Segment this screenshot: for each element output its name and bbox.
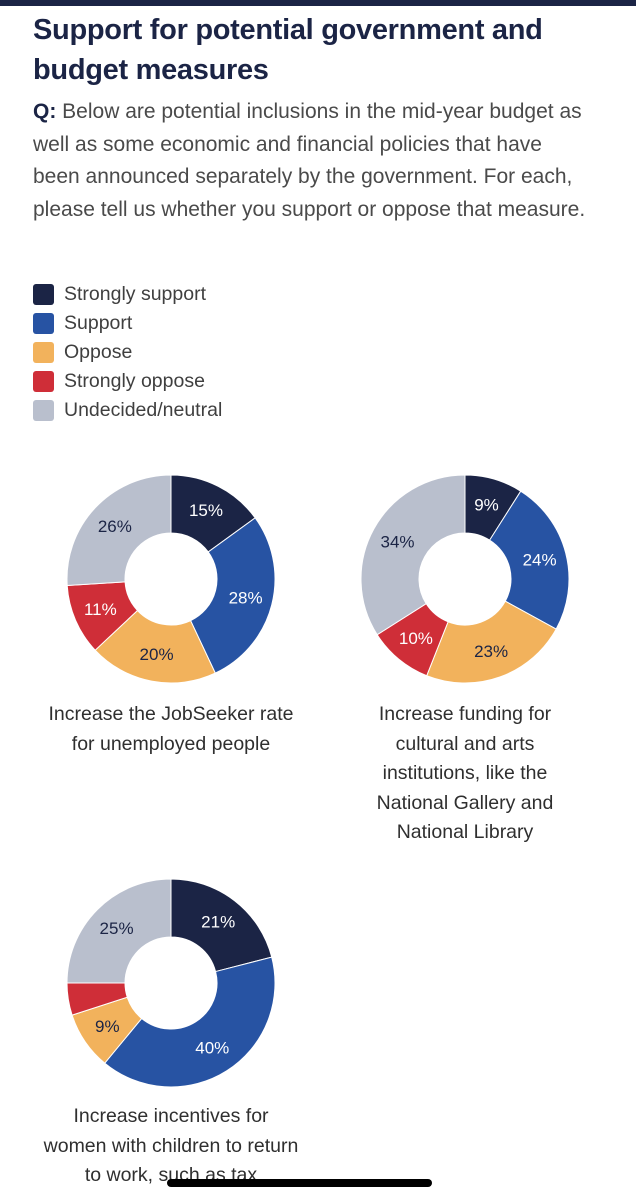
- legend-swatch: [33, 371, 54, 392]
- chart-caption-arts-funding: Increase funding for cultural and arts i…: [376, 703, 554, 843]
- donut-slice-label: 26%: [98, 517, 132, 536]
- donut-slice-label: 20%: [140, 645, 174, 664]
- donut-slice-label: 25%: [100, 919, 134, 938]
- donut-svg: 9% 24% 23% 10% 34%: [360, 474, 570, 684]
- legend-label: Strongly oppose: [64, 370, 205, 392]
- chart-caption-women-incentives: Increase incentives for women with child…: [43, 1105, 299, 1186]
- legend-item-strongly-oppose: Strongly oppose: [33, 367, 222, 396]
- donut-slice-oppose: [426, 600, 557, 684]
- legend-item-undecided-neutral: Undecided/neutral: [33, 396, 222, 425]
- question-prefix: Q:: [33, 100, 57, 123]
- donut-slice-support: [104, 956, 276, 1088]
- donut-slice-undecided-neutral: [360, 474, 466, 636]
- donut-slice-label: 21%: [201, 913, 235, 932]
- donut-slice-support: [189, 517, 276, 674]
- question-text: Q: Below are potential inclusions in the…: [33, 96, 593, 226]
- page-title: Support for potential government and bud…: [33, 14, 543, 86]
- top-accent-bar: [0, 0, 636, 6]
- donut-slice-undecided-neutral: [66, 878, 172, 984]
- donut-slice-strongly-support: [170, 878, 273, 973]
- legend-swatch: [33, 400, 54, 421]
- legend-swatch: [33, 313, 54, 334]
- donut-slice-label: 28%: [229, 589, 263, 608]
- legend-swatch: [33, 342, 54, 363]
- donut-slice-label: 9%: [95, 1017, 120, 1036]
- question-body: Below are potential inclusions in the mi…: [33, 100, 586, 221]
- legend-item-support: Support: [33, 309, 222, 338]
- legend-item-oppose: Oppose: [33, 338, 222, 367]
- donut-chart-jobseeker: 15% 28% 20% 11% 26%: [66, 474, 276, 684]
- donut-slice-label: 11%: [84, 600, 117, 619]
- donut-slice-oppose: [94, 609, 216, 684]
- donut-slice-label: 24%: [523, 550, 557, 569]
- donut-chart-women-incentives: 21% 40% 9% 25%: [66, 878, 276, 1088]
- legend-label: Undecided/neutral: [64, 399, 223, 421]
- legend-swatch: [33, 284, 54, 305]
- legend-label: Support: [64, 312, 133, 334]
- home-indicator[interactable]: [167, 1179, 432, 1187]
- legend-label: Strongly support: [64, 283, 206, 305]
- donut-svg: 15% 28% 20% 11% 26%: [66, 474, 276, 684]
- donut-slice-label: 23%: [474, 642, 508, 661]
- donut-slice-label: 10%: [399, 629, 433, 648]
- donut-slice-undecided-neutral: [66, 474, 172, 587]
- donut-slice-label: 9%: [474, 496, 499, 515]
- donut-slice-support: [488, 490, 570, 630]
- donut-chart-arts-funding: 9% 24% 23% 10% 34%: [360, 474, 570, 684]
- legend-item-strongly-support: Strongly support: [33, 280, 222, 309]
- chart-caption-jobseeker: Increase the JobSeeker rate for unemploy…: [48, 703, 294, 755]
- donut-slice-label: 40%: [195, 1039, 229, 1058]
- donut-slice-label: 34%: [381, 532, 415, 551]
- donut-svg: 21% 40% 9% 25%: [66, 878, 276, 1088]
- legend-label: Oppose: [64, 341, 133, 363]
- donut-slice-label: 15%: [189, 501, 223, 520]
- chart-legend: Strongly support Support Oppose Strongly…: [33, 280, 222, 425]
